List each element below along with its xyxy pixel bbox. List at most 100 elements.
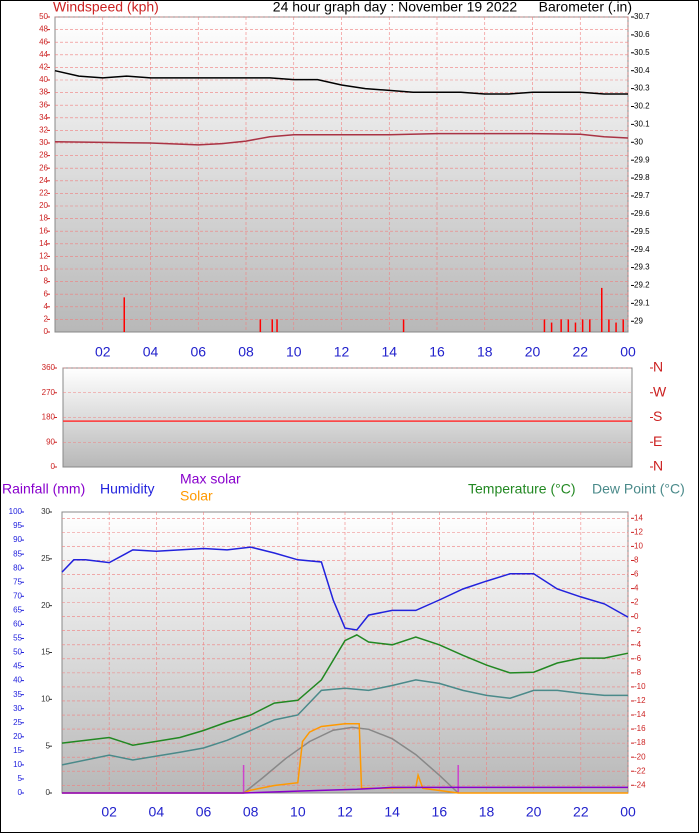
y-tick-label: 42 (39, 63, 48, 72)
y3-tick-label: 40 (13, 676, 22, 685)
x-tick-label: 10 (290, 804, 306, 820)
x-tick-label: 02 (101, 804, 117, 820)
y-tick-label: 6 (44, 289, 49, 298)
y3-tick-label: 60 (13, 620, 22, 629)
series-line (62, 722, 628, 794)
y2-tick-label: 30.6 (634, 30, 650, 39)
y3-tick-label: 65 (13, 605, 22, 614)
y-tick-label: 2 (44, 315, 49, 324)
temp-label: Temperature (°C) (468, 481, 576, 497)
y3-tick-label: 0 (18, 788, 23, 797)
x-tick-label: 18 (479, 804, 495, 820)
series-line (54, 132, 629, 146)
x-tick-label: 20 (525, 344, 541, 360)
y-tick-label: 90 (46, 437, 55, 446)
maxsolar-label: Max solar (180, 471, 241, 487)
y2-tick-label: -6 (634, 654, 642, 663)
x-tick-label: 06 (190, 344, 206, 360)
y3-tick-label: 10 (13, 760, 22, 769)
y-tick-label: 22 (39, 189, 48, 198)
y-tick-label: 10 (41, 694, 50, 703)
y2-tick-label: 29 (634, 316, 643, 325)
y-tick-label: 44 (39, 50, 48, 59)
y-tick-label: 5 (46, 741, 51, 750)
y-tick-label: 24 (39, 176, 48, 185)
plot-area (62, 367, 633, 468)
y-tick-label: 0 (51, 462, 56, 471)
series-line (54, 69, 628, 95)
y3-tick-label: 50 (13, 648, 22, 657)
y2-tick-label: -8 (634, 668, 642, 677)
y-tick-label: 30 (39, 138, 48, 147)
chart-title: 24 hour graph day : November 19 2022 (273, 0, 518, 15)
series-line (62, 786, 628, 794)
x-tick-label: 04 (149, 804, 165, 820)
y2-tick-label: 29.2 (634, 281, 650, 290)
y2-tick-label: 10 (634, 542, 643, 551)
series-line (61, 679, 628, 766)
y3-tick-label: 70 (13, 591, 22, 600)
x-tick-label: 20 (526, 804, 542, 820)
y3-tick-label: 85 (13, 549, 22, 558)
y2-tick-label: N (653, 359, 663, 375)
y3-tick-label: 25 (13, 718, 22, 727)
y3-tick-label: 80 (13, 563, 22, 572)
y2-tick-label: W (653, 383, 667, 399)
y-tick-label: 46 (39, 37, 48, 46)
y2-tick-label: E (653, 433, 662, 449)
y3-tick-label: 45 (13, 662, 22, 671)
y-tick-label: 32 (39, 126, 48, 135)
y-tick-label: 16 (39, 226, 48, 235)
y2-tick-label: 29.3 (634, 263, 650, 272)
rain-label: Rainfall (mm) (2, 481, 85, 497)
y2-tick-label: 29.1 (634, 298, 650, 307)
y2-tick-label: -4 (634, 640, 642, 649)
y-tick-label: 360 (42, 363, 56, 372)
x-tick-label: 12 (334, 344, 350, 360)
x-tick-label: 08 (243, 804, 259, 820)
y-tick-label: 20 (41, 601, 50, 610)
y-tick-label: 8 (44, 277, 49, 286)
y2-tick-label: -12 (634, 696, 646, 705)
y2-tick-label: 29.7 (634, 191, 650, 200)
x-tick-label: 12 (337, 804, 353, 820)
y2-tick-label: 14 (634, 513, 643, 522)
x-tick-label: 00 (620, 344, 636, 360)
y3-tick-label: 100 (9, 507, 23, 516)
y-tick-label: 34 (39, 113, 48, 122)
y2-tick-label: 30.2 (634, 102, 650, 111)
y2-tick-label: 30.4 (634, 66, 650, 75)
y2-tick-label: 8 (634, 556, 639, 565)
x-tick-label: 16 (429, 344, 445, 360)
x-tick-label: 08 (238, 344, 254, 360)
y-tick-label: 12 (39, 252, 48, 261)
y3-tick-label: 90 (13, 535, 22, 544)
y-tick-label: 40 (39, 75, 48, 84)
y-tick-label: 180 (42, 413, 56, 422)
wind-label: Windspeed (kph) (53, 0, 159, 15)
y2-tick-label: -24 (634, 780, 646, 789)
y-tick-label: 10 (39, 264, 48, 273)
y2-tick-label: 29.9 (634, 155, 650, 164)
y-tick-label: 38 (39, 88, 48, 97)
y-tick-label: 18 (39, 214, 48, 223)
y2-tick-label: -20 (634, 752, 646, 761)
y2-tick-label: -14 (634, 710, 646, 719)
y2-tick-label: -16 (634, 724, 646, 733)
y2-tick-label: -2 (634, 626, 642, 635)
y3-tick-label: 30 (13, 704, 22, 713)
y2-tick-label: 2 (634, 598, 639, 607)
y2-tick-label: 29.8 (634, 173, 650, 182)
y-tick-label: 4 (44, 302, 49, 311)
y2-tick-label: 29.6 (634, 209, 650, 218)
y-tick-label: 0 (46, 788, 51, 797)
x-tick-label: 22 (573, 804, 589, 820)
x-tick-label: 06 (196, 804, 212, 820)
humidity-label: Humidity (100, 481, 154, 497)
y3-tick-label: 20 (13, 732, 22, 741)
y2-tick-label: 30.1 (634, 119, 650, 128)
y2-tick-label: 30.7 (634, 12, 650, 21)
y2-tick-label: -18 (634, 738, 646, 747)
y-tick-label: 0 (44, 327, 49, 336)
